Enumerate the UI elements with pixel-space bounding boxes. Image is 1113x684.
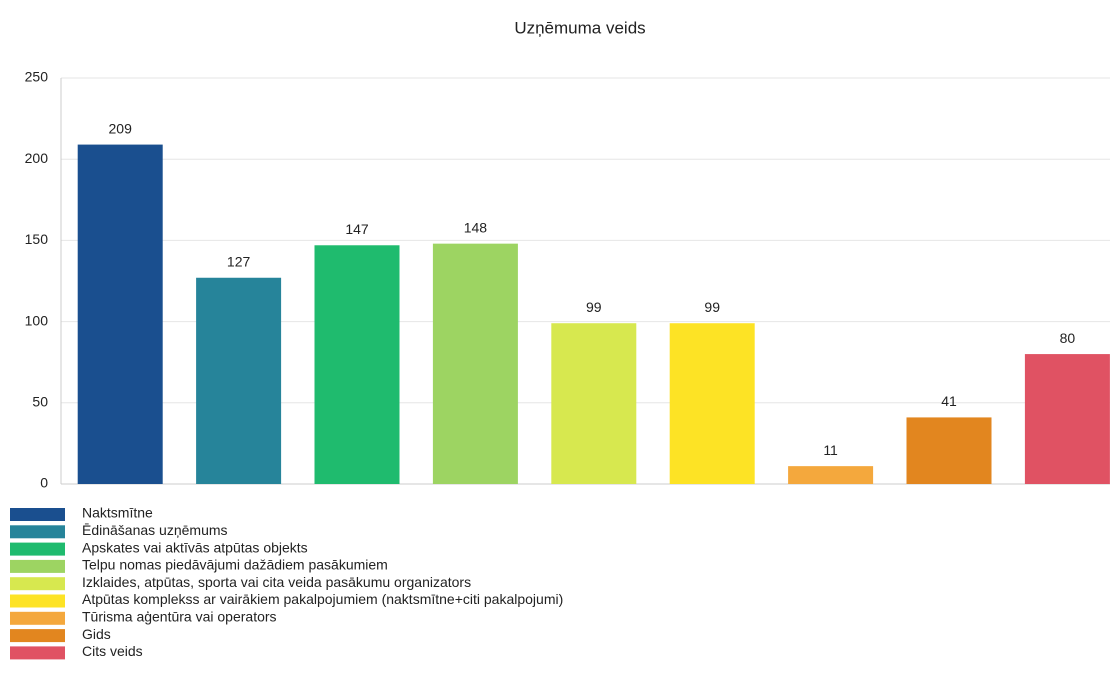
bar [669,323,755,484]
data-label: 99 [704,299,720,315]
bar [906,417,992,484]
y-tick-label: 0 [40,475,48,491]
legend-swatch [10,629,65,643]
legend-label: Cits veids [82,643,143,659]
chart-title: Uzņēmuma veids [514,18,645,37]
legend-label: Atpūtas komplekss ar vairākiem pakalpoju… [82,591,563,607]
legend-label: Gids [82,626,111,642]
y-tick-label: 50 [32,394,48,410]
legend-swatch [10,542,65,556]
data-label: 209 [109,120,133,136]
data-label: 147 [345,221,369,237]
legend-swatch [10,525,65,539]
legend-label: Izklaides, atpūtas, sporta vai cita veid… [82,574,471,590]
y-tick-label: 100 [25,312,49,328]
bar [788,466,874,484]
data-label: 80 [1060,330,1076,346]
legend-swatch [10,577,65,591]
y-tick-label: 200 [25,150,49,166]
legend-label: Apskates vai aktīvās atpūtas objekts [82,539,308,555]
legend-swatch [10,559,65,573]
data-label: 11 [823,442,838,458]
bar [432,243,518,484]
data-label: 148 [464,219,488,235]
legend-swatch [10,594,65,608]
bar [1024,354,1110,484]
data-label: 127 [227,253,251,269]
legend-label: Telpu nomas piedāvājumi dažādiem pasākum… [82,557,388,573]
y-tick-label: 150 [25,231,49,247]
bar [551,323,637,484]
bar [77,144,163,485]
legend-label: Tūrisma aģentūra vai operators [82,609,277,625]
bar [196,277,282,484]
legend-label: Ēdināšanas uzņēmums [82,522,228,538]
legend-label: Naktsmītne [82,505,153,521]
legend-swatch [10,611,65,625]
y-tick-label: 250 [25,69,49,85]
bar [314,245,400,484]
data-label: 99 [586,299,602,315]
data-label: 41 [941,393,957,409]
legend-swatch [10,646,65,660]
legend-swatch [10,508,65,521]
